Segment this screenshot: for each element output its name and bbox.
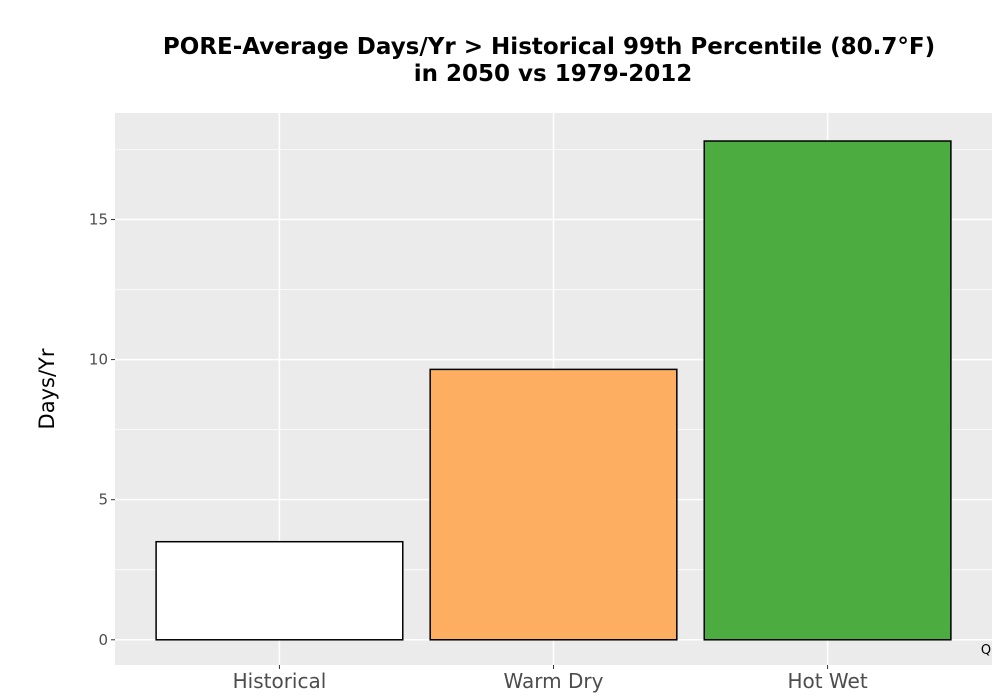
x-axis-ticks: Historical Warm Dry Hot Wet <box>233 665 868 693</box>
bar-historical <box>155 540 404 641</box>
y-axis-title: Days/Yr <box>35 348 59 429</box>
chart-title-line-2: in 2050 vs 1979-2012 <box>414 61 693 87</box>
y-tick-label-5: 5 <box>98 491 108 509</box>
corner-mark: Q <box>981 643 991 658</box>
x-tick-label-historical: Historical <box>233 669 327 693</box>
x-tick-label-warm-dry: Warm Dry <box>504 669 604 693</box>
bar-hot-wet <box>703 140 952 641</box>
chart-title-line-1: PORE-Average Days/Yr > Historical 99th P… <box>163 34 935 60</box>
y-tick-label-0: 0 <box>98 631 108 649</box>
bars <box>155 140 952 641</box>
y-axis-ticks: 0 5 10 15 <box>89 210 115 649</box>
bar-warm-dry <box>429 368 678 641</box>
y-tick-label-10: 10 <box>89 351 108 369</box>
x-tick-label-hot-wet: Hot Wet <box>787 669 867 693</box>
y-tick-label-15: 15 <box>89 210 108 228</box>
